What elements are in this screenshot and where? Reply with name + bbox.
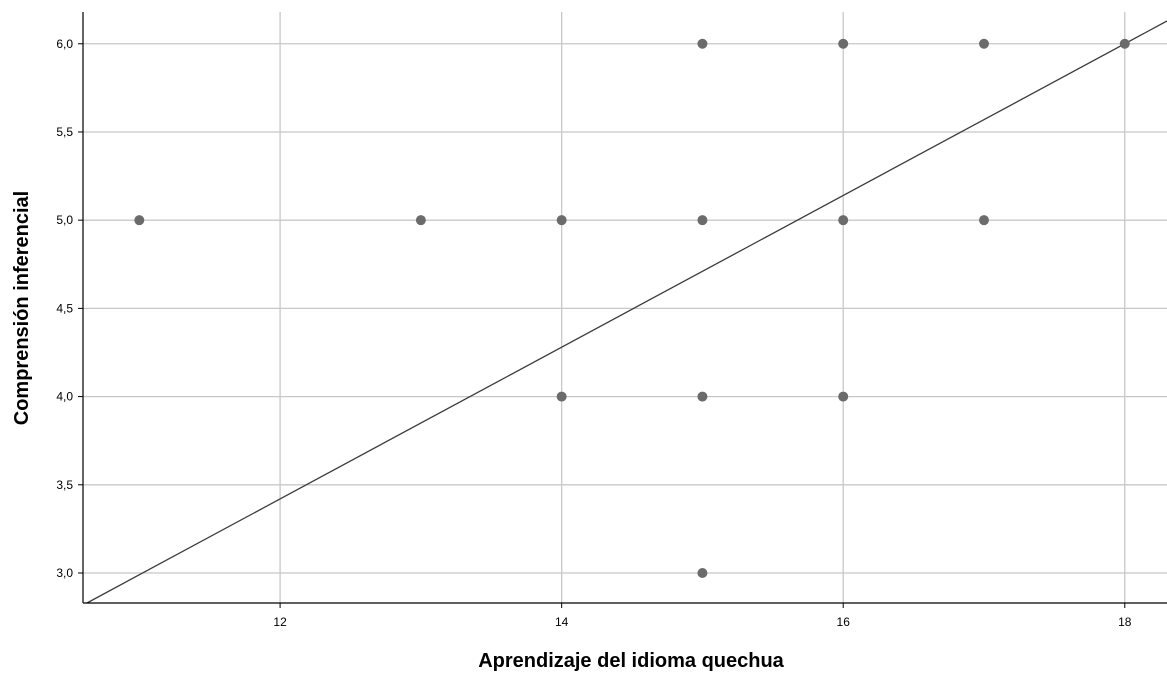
x-tick-label: 16 xyxy=(837,615,851,629)
data-point xyxy=(415,215,426,226)
data-point xyxy=(556,215,567,226)
tick-labels-layer: 3,0 3,5 4,0 4,5 5,0 5,5 6,0 12 14 16 18 xyxy=(56,37,1131,629)
grid-layer xyxy=(83,12,1167,603)
y-axis-title: Comprensión inferencial xyxy=(11,191,33,426)
data-point xyxy=(978,38,989,49)
y-tick-label: 3,5 xyxy=(56,478,73,492)
data-point xyxy=(838,38,849,49)
data-point xyxy=(697,391,708,402)
fit-line xyxy=(86,20,1167,604)
x-tick-label: 12 xyxy=(273,615,287,629)
data-point xyxy=(697,38,708,49)
y-tick-label: 5,5 xyxy=(56,125,73,139)
x-axis-title: Aprendizaje del idioma quechua xyxy=(478,650,784,672)
data-point xyxy=(556,391,567,402)
y-tick-label: 5,0 xyxy=(56,213,73,227)
y-tick-label: 4,0 xyxy=(56,390,73,404)
data-point xyxy=(1119,38,1130,49)
data-point xyxy=(838,215,849,226)
axes-layer xyxy=(78,12,1167,608)
points-layer xyxy=(134,38,1130,579)
data-point xyxy=(134,215,145,226)
y-tick-label: 6,0 xyxy=(56,37,73,51)
y-tick-label: 3,0 xyxy=(56,566,73,580)
data-point xyxy=(838,391,849,402)
x-tick-label: 18 xyxy=(1118,615,1132,629)
fit-line-layer xyxy=(86,20,1167,604)
data-point xyxy=(978,215,989,226)
x-tick-label: 14 xyxy=(555,615,569,629)
data-point xyxy=(697,568,708,579)
y-tick-label: 4,5 xyxy=(56,301,73,315)
data-point xyxy=(697,215,708,226)
